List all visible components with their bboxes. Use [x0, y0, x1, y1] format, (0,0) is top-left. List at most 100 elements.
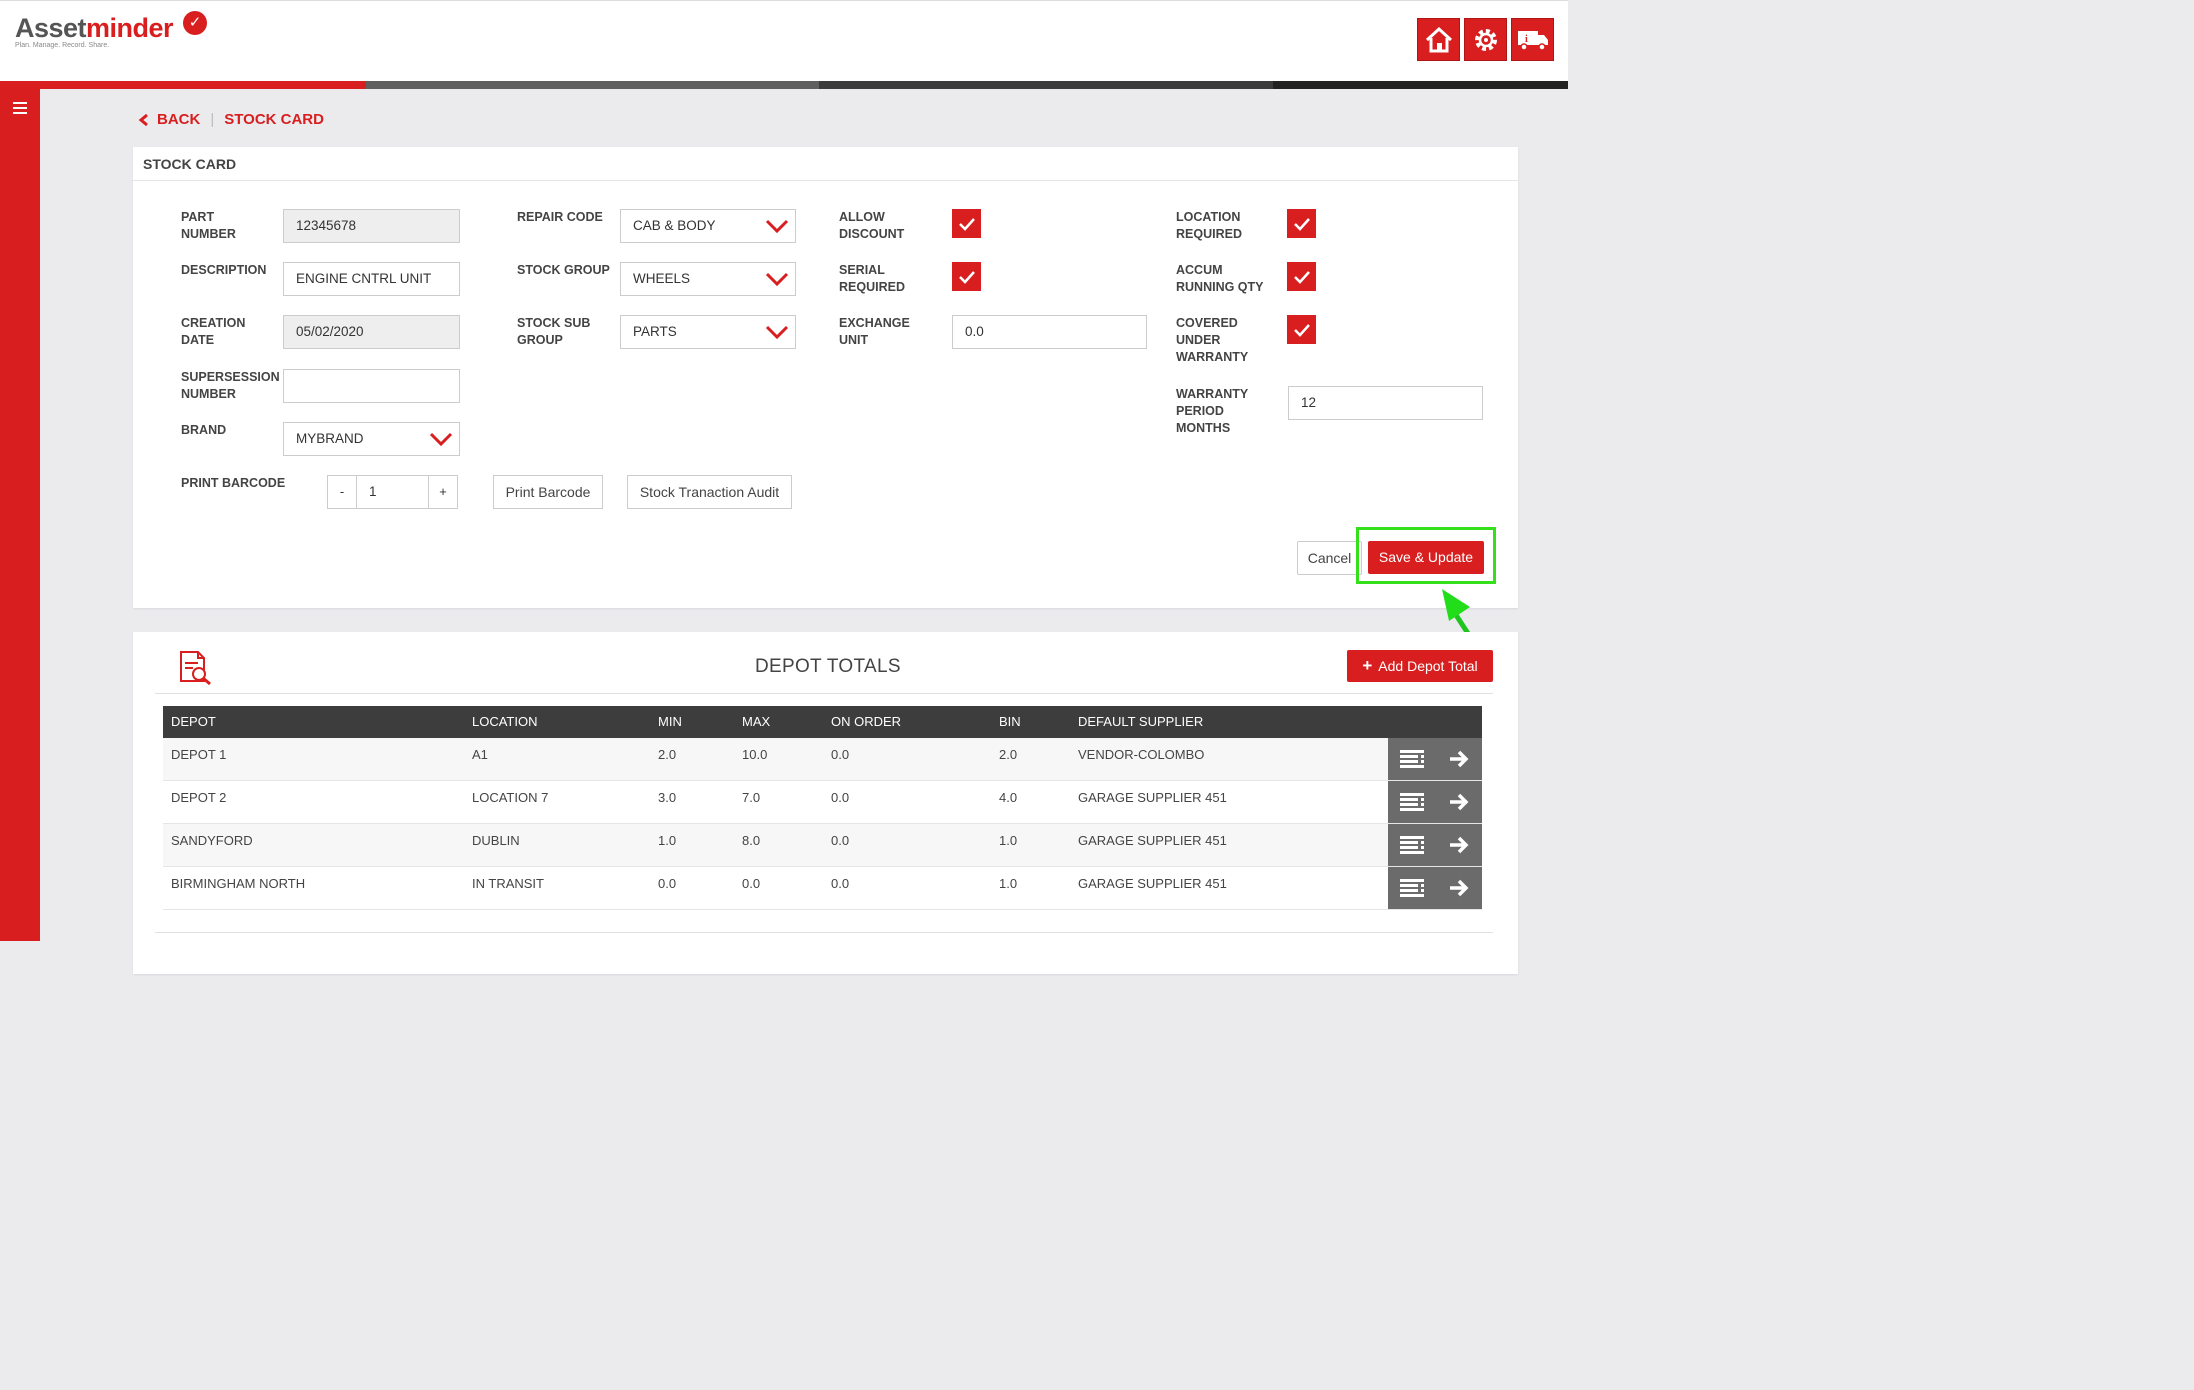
svg-text:i: i: [1525, 34, 1528, 45]
list-icon: [1399, 836, 1424, 854]
fleet-info-button[interactable]: i: [1511, 18, 1554, 61]
description-field[interactable]: ENGINE CNTRL UNIT: [283, 262, 460, 296]
progress-stripe: [0, 81, 1568, 89]
cell-max: 0.0: [742, 876, 761, 891]
covered-warranty-checkbox[interactable]: [1287, 315, 1316, 344]
cell-depot: BIRMINGHAM NORTH: [171, 876, 306, 891]
warranty-period-field[interactable]: 12: [1288, 386, 1483, 420]
warranty-period-label: WARRANTY PERIOD MONTHS: [1176, 387, 1248, 435]
table-row: BIRMINGHAM NORTH IN TRANSIT 0.0 0.0 0.0 …: [163, 867, 1482, 910]
list-details-button[interactable]: [1388, 824, 1435, 866]
top-bar: Assetminder Plan. Manage. Record. Share.…: [0, 0, 1568, 81]
brand-label: BRAND: [181, 423, 227, 437]
cell-supplier: VENDOR-COLOMBO: [1078, 747, 1205, 762]
column-header: DEFAULT SUPPLIER: [1078, 714, 1204, 729]
table-body: DEPOT 1 A1 2.0 10.0 0.0 2.0 VENDOR-COLOM…: [163, 738, 1482, 910]
open-row-button[interactable]: [1435, 824, 1482, 866]
cell-depot: SANDYFORD: [171, 833, 253, 848]
home-button[interactable]: [1417, 18, 1460, 61]
chevron-left-icon: [138, 113, 148, 126]
increment-button[interactable]: +: [428, 475, 458, 509]
cell-bin: 4.0: [999, 790, 1018, 805]
open-row-button[interactable]: [1435, 781, 1482, 823]
repair-code-value: CAB & BODY: [633, 218, 716, 233]
decrement-button[interactable]: -: [327, 475, 357, 509]
settings-button[interactable]: [1464, 18, 1507, 61]
list-details-button[interactable]: [1388, 781, 1435, 823]
repair-code-label: REPAIR CODE: [517, 210, 603, 224]
column-header: BIN: [999, 714, 1021, 729]
check-icon: [958, 217, 975, 231]
highlight-box: [1356, 527, 1496, 584]
cell-on-order: 0.0: [831, 790, 850, 805]
stock-sub-group-select[interactable]: PARTS: [620, 315, 796, 349]
arrow-right-icon: [1449, 793, 1468, 811]
list-details-button[interactable]: [1388, 738, 1435, 780]
list-icon: [1399, 750, 1424, 768]
row-actions: [1388, 824, 1482, 866]
supersession-field[interactable]: [283, 369, 460, 403]
chevron-down-icon: [429, 432, 453, 447]
list-details-button[interactable]: [1388, 867, 1435, 909]
cell-bin: 1.0: [999, 833, 1018, 848]
breadcrumb-current: STOCK CARD: [224, 111, 324, 128]
cell-min: 2.0: [658, 747, 677, 762]
allow-discount-checkbox[interactable]: [952, 209, 981, 238]
header-actions: i: [1417, 18, 1554, 61]
serial-required-checkbox[interactable]: [952, 262, 981, 291]
depot-totals-title: DEPOT TOTALS: [755, 656, 901, 677]
document-search-icon: [180, 651, 211, 686]
location-required-checkbox[interactable]: [1287, 209, 1316, 238]
open-row-button[interactable]: [1435, 867, 1482, 909]
stock-group-select[interactable]: WHEELS: [620, 262, 796, 296]
barcode-qty-input[interactable]: 1: [357, 475, 428, 509]
chevron-down-icon: [765, 325, 789, 340]
barcode-qty-stepper: - 1 +: [327, 475, 458, 509]
arrow-right-icon: [1449, 836, 1468, 854]
add-depot-total-button[interactable]: + Add Depot Total: [1347, 650, 1493, 682]
cell-supplier: GARAGE SUPPLIER 451: [1078, 876, 1227, 891]
cell-bin: 1.0: [999, 876, 1018, 891]
truck-info-icon: i: [1517, 30, 1548, 51]
menu-icon[interactable]: [13, 102, 27, 117]
accum-running-qty-checkbox[interactable]: [1287, 262, 1316, 291]
cell-depot: DEPOT 1: [171, 747, 227, 762]
list-icon: [1399, 879, 1424, 897]
cell-location: LOCATION 7: [472, 790, 549, 805]
arrow-right-icon: [1449, 750, 1468, 768]
cell-min: 3.0: [658, 790, 677, 805]
brand-select[interactable]: MYBRAND: [283, 422, 460, 456]
supersession-label: SUPERSESSION NUMBER: [181, 370, 280, 401]
stock-sub-group-label: STOCK SUB GROUP: [517, 316, 591, 347]
cancel-button[interactable]: Cancel: [1297, 541, 1362, 575]
panel-title: STOCK CARD: [133, 147, 1518, 181]
cell-on-order: 0.0: [831, 747, 850, 762]
table-header: DEPOT LOCATION MIN MAX ON ORDER BIN DEFA…: [163, 706, 1482, 738]
row-actions: [1388, 867, 1482, 909]
stock-sub-group-value: PARTS: [633, 324, 677, 339]
logo[interactable]: Assetminder Plan. Manage. Record. Share.…: [15, 11, 207, 49]
add-depot-total-label: Add Depot Total: [1378, 658, 1478, 674]
cell-max: 10.0: [742, 747, 768, 762]
part-number-field[interactable]: 12345678: [283, 209, 460, 243]
check-icon: [1293, 217, 1310, 231]
exchange-unit-field[interactable]: 0.0: [952, 315, 1147, 349]
cell-max: 8.0: [742, 833, 761, 848]
home-icon: [1425, 26, 1452, 52]
cell-max: 7.0: [742, 790, 761, 805]
plus-icon: +: [1362, 656, 1373, 675]
covered-warranty-label: COVERED UNDER WARRANTY: [1176, 316, 1249, 364]
print-barcode-button[interactable]: Print Barcode: [493, 475, 603, 509]
cell-min: 0.0: [658, 876, 677, 891]
column-header: MAX: [742, 714, 771, 729]
back-link[interactable]: BACK: [138, 111, 200, 128]
open-row-button[interactable]: [1435, 738, 1482, 780]
cell-min: 1.0: [658, 833, 677, 848]
save-update-button[interactable]: Save & Update: [1368, 541, 1484, 574]
brand-value: MYBRAND: [296, 431, 364, 446]
repair-code-select[interactable]: CAB & BODY: [620, 209, 796, 243]
stock-audit-button[interactable]: Stock Tranaction Audit: [627, 475, 792, 509]
logo-text-2: minder: [86, 13, 174, 43]
creation-date-field[interactable]: 05/02/2020: [283, 315, 460, 349]
stock-group-value: WHEELS: [633, 271, 691, 286]
